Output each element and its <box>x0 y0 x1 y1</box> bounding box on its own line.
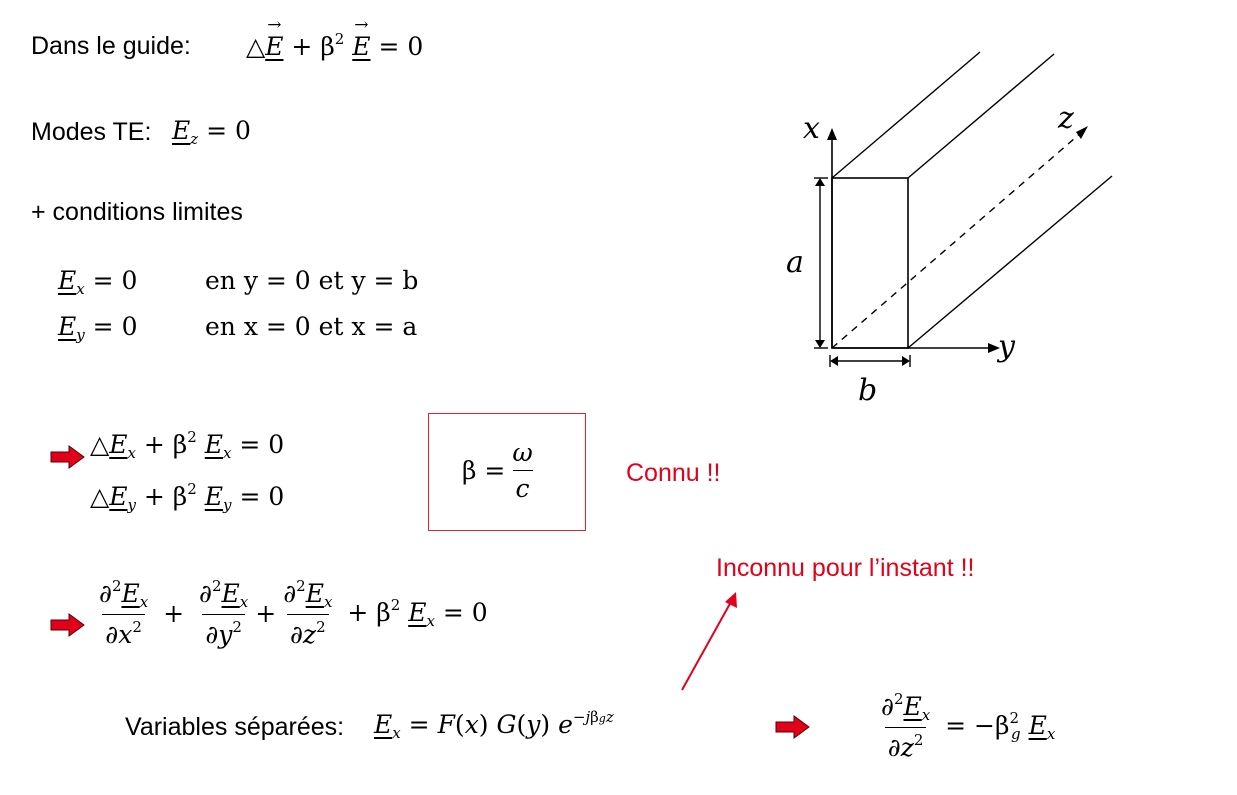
beta-denominator: c <box>512 470 533 503</box>
implies-arrow-icon <box>50 613 85 637</box>
conditions-label: + conditions limites <box>31 198 243 226</box>
z-derivative-result: ∂2Ex ∂z2 = −β2g Ex <box>881 690 1056 762</box>
beta-definition: β = ω c <box>462 438 540 503</box>
axis-x-label: x <box>803 111 820 146</box>
laplacian-expanded: ∂2Ex ∂x2 + ∂2Ex ∂y2 + ∂2Ex ∂z2 + β2 Ex = 0 <box>99 577 488 649</box>
separated-equation: Ex = F(x) G(y) e−jβgz <box>374 708 614 742</box>
axis-z-label: z <box>1057 101 1074 136</box>
ey-boundary-cond: en x = 0 et x = a <box>205 312 418 341</box>
waveguide-cross-section <box>831 177 909 349</box>
modes-label: Modes TE: <box>31 118 152 146</box>
helmholtz-ey: △Ey + β2 Ey = 0 <box>90 480 285 514</box>
ex-boundary-cond: en y = 0 et y = b <box>205 266 419 295</box>
implies-arrow-icon <box>775 715 810 739</box>
implies-arrow-icon <box>50 445 85 469</box>
ey-boundary-eq: Ey = 0 <box>58 312 138 344</box>
separated-label: Variables séparées: <box>125 713 345 741</box>
ez-equation: Ez = 0 <box>172 116 251 148</box>
ex-boundary-eq: Ex = 0 <box>58 266 138 298</box>
waveguide-diagram: x z y a b <box>786 51 1113 408</box>
beta-box <box>428 413 586 531</box>
pointer-arrow-icon <box>681 592 737 691</box>
beta-lhs: β = <box>462 456 506 485</box>
dimension-b-label: b <box>858 373 877 408</box>
z-axis <box>831 131 1083 349</box>
intro-label: Dans le guide: <box>31 32 191 60</box>
dimension-a-label: a <box>786 245 804 280</box>
unknown-label: Inconnu pour l’instant !! <box>716 554 975 582</box>
known-label: Connu !! <box>626 459 721 487</box>
helmholtz-ex: △Ex + β2 Ex = 0 <box>90 428 285 462</box>
beta-numerator: ω <box>512 438 533 467</box>
axis-y-label: y <box>996 329 1016 364</box>
wave-equation: △E + β2 E = 0 <box>246 15 423 61</box>
